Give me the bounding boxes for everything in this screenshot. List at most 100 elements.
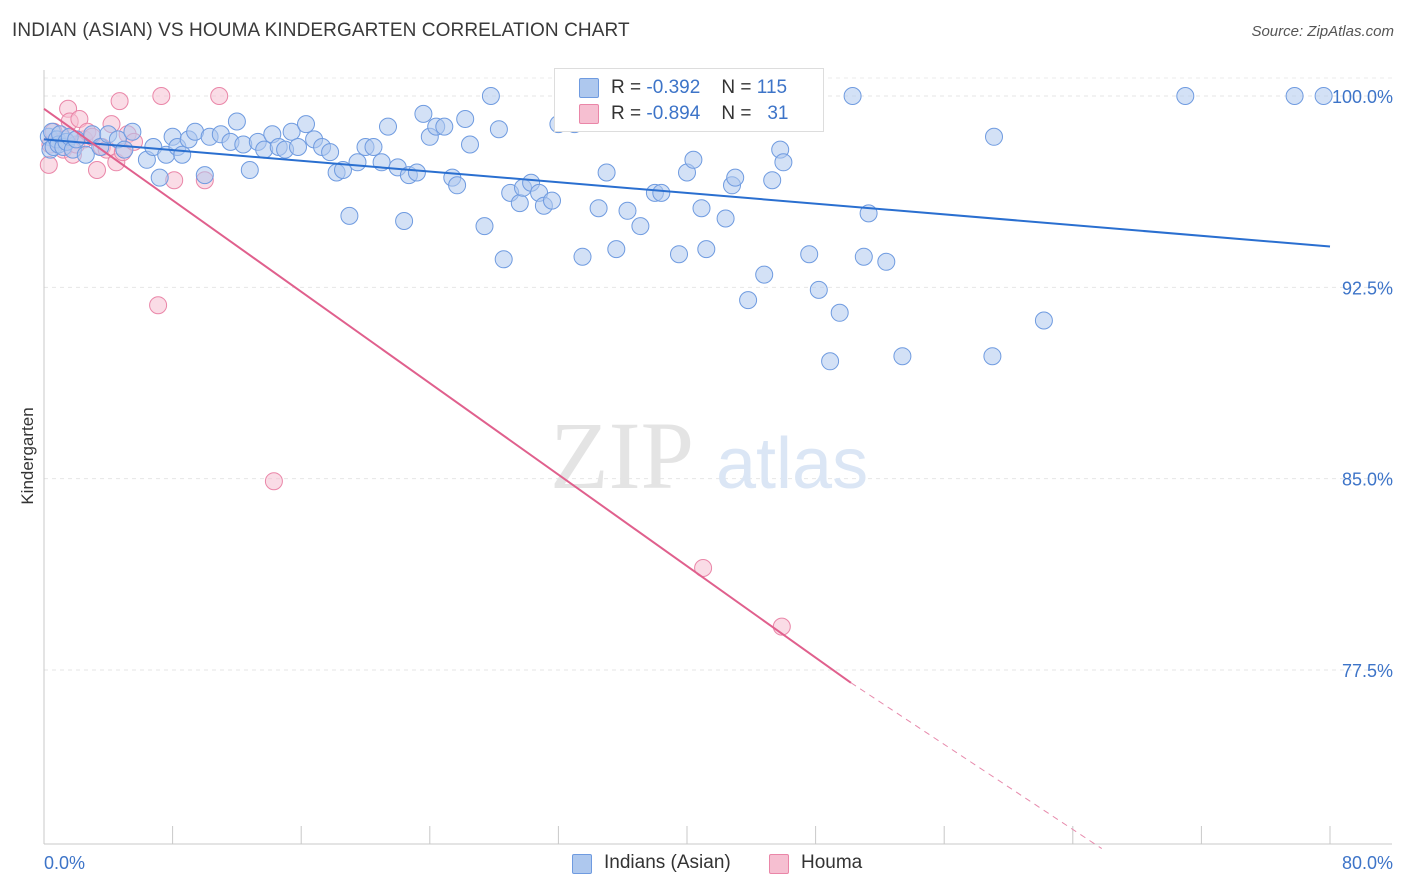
indian-asian-point [297,115,315,134]
indian-asian-point [475,217,494,236]
indian-asian-point [830,303,849,322]
tick-labels: 77.5% 85.0% 92.5% 100.0% 0.0% 80.0% [44,87,1393,873]
indian-asian-points [39,87,1333,371]
indian-asian-point [227,112,246,131]
y-tick-label: 85.0% [1342,470,1393,490]
indian-asian-point [379,117,397,136]
indian-asian-point [800,245,819,264]
indian-asian-point [670,245,688,264]
indian-asian-point [739,291,758,310]
indian-asian-point [573,247,592,266]
indian-asian-point [489,120,508,139]
series-label-houma: Houma [801,852,863,873]
houma-trend-line [43,107,852,684]
indian-asian-point [877,252,896,271]
legend-r-value: -0.392 [646,77,701,98]
indian-asian-point [809,280,828,299]
indian-asian-point [435,117,454,136]
houma-trend-extension [850,682,1103,849]
indian-asian-point [697,240,716,259]
houma-point [70,110,89,128]
indian-asian-point [607,240,626,259]
legend-r-value: -0.894 [646,103,701,124]
indian-asian-point [726,168,745,187]
legend-n-label: N = [721,103,752,124]
indian-asian-point [494,250,513,269]
houma-point [210,87,229,105]
series-swatch-houma [769,854,789,874]
houma-point [110,92,129,111]
trend-lines [43,107,1331,849]
indian-asian-point [67,130,86,149]
indian-asian-point [589,199,608,218]
indian-asian-point [1314,87,1333,105]
legend-n-value: 115 [756,77,788,98]
indian-asian-point [543,191,561,210]
houma-point [88,161,106,179]
indian-asian-point [334,161,352,179]
indian-asian-point [282,122,301,141]
indian-asian-point [195,166,214,185]
indian-asian-point [983,347,1002,366]
legend-swatch-indians [579,78,599,98]
indian-asian-point [289,138,307,156]
indian-asian-point [340,206,359,225]
series-swatch-indians [572,854,592,874]
indian-asian-point [618,201,637,220]
watermark-atlas: atlas [716,424,868,504]
indian-asian-point [240,161,259,179]
indian-asian-point [76,145,95,164]
indian-asian-point [755,265,774,284]
legend-n-value: 31 [767,103,789,124]
indian-asian-trend-line [43,138,1331,248]
indian-asian-point [893,347,912,366]
indian-asian-point [763,171,782,190]
indian-asian-point [115,140,134,159]
series-legend: Indians (Asian) Houma [0,851,1406,877]
indian-asian-point [461,135,479,154]
houma-point [149,296,168,315]
indian-asian-point [1176,87,1195,105]
houma-point [264,472,283,491]
indian-asian-point [448,176,467,195]
indian-asian-point [692,199,711,218]
series-label-indians: Indians (Asian) [604,852,731,873]
indian-asian-point [843,87,862,105]
indian-asian-point [364,138,383,156]
y-tick-label: 92.5% [1342,278,1393,298]
y-tick-label: 77.5% [1342,661,1393,681]
correlation-legend: R = -0.392 N = 115 R = -0.894 N = 31 [554,68,824,132]
watermark-zip: ZIP [550,402,694,509]
indian-asian-point [510,194,529,213]
indian-asian-point [414,104,433,123]
indian-asian-point [321,143,340,162]
indian-asian-point [652,183,671,202]
indian-asian-point [631,217,650,236]
indian-asian-point [684,150,703,169]
indian-asian-point [395,212,414,230]
indian-asian-point [774,153,793,172]
legend-r-label: R = [611,77,642,98]
legend-n-label: N = [721,77,752,98]
indian-asian-point [123,122,142,141]
axes [43,70,1392,845]
x-tick-label-min: 0.0% [44,853,85,873]
legend-swatch-houma [579,104,599,124]
indian-asian-point [348,153,367,172]
indian-asian-point [150,168,169,187]
source-credit: Source: ZipAtlas.com [1251,23,1394,40]
indian-asian-point [985,127,1003,146]
indian-asian-point [1034,311,1053,330]
houma-point [39,155,58,174]
indian-asian-point [1285,87,1304,105]
indian-asian-point [481,87,500,105]
indian-asian-point [821,352,840,371]
indian-asian-point [597,163,616,182]
houma-point [152,87,171,105]
legend-r-label: R = [611,103,642,124]
y-tick-label: 100.0% [1332,87,1393,107]
indian-asian-point [716,209,735,228]
indian-asian-point [407,163,426,182]
chart-title: INDIAN (ASIAN) VS HOUMA KINDERGARTEN COR… [12,20,630,41]
